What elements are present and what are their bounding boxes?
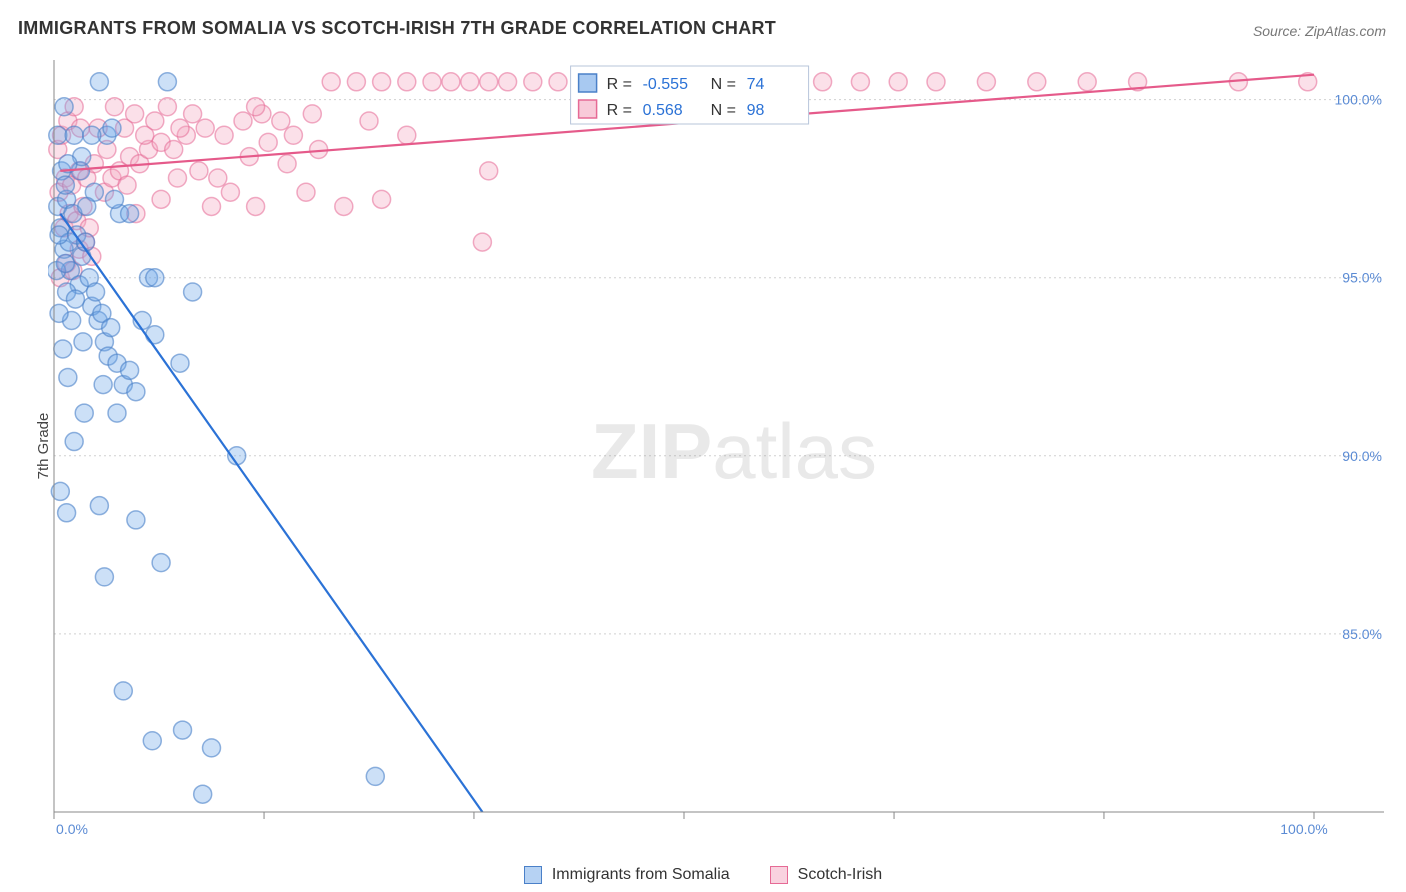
- svg-text:0.568: 0.568: [643, 102, 683, 119]
- legend: Immigrants from Somalia Scotch-Irish: [0, 866, 1406, 884]
- svg-text:100.0%: 100.0%: [1280, 821, 1327, 837]
- svg-text:0.0%: 0.0%: [56, 821, 88, 837]
- svg-text:74: 74: [747, 76, 765, 93]
- scatter-chart: 85.0% 90.0% 95.0% 100.0% ZIPatlas 0.0% 100.0% R…: [48, 58, 1394, 842]
- svg-text:95.0%: 95.0%: [1342, 270, 1382, 286]
- legend-swatch-pink: [770, 866, 788, 884]
- source-label: Source: ZipAtlas.com: [1253, 23, 1386, 39]
- legend-label-scotch-irish: Scotch-Irish: [798, 866, 882, 884]
- svg-text:R =: R =: [607, 102, 632, 119]
- svg-text:N =: N =: [711, 102, 736, 119]
- chart-title: IMMIGRANTS FROM SOMALIA VS SCOTCH-IRISH …: [18, 18, 776, 39]
- svg-text:ZIPatlas: ZIPatlas: [591, 407, 877, 495]
- svg-text:98: 98: [747, 102, 765, 119]
- svg-text:100.0%: 100.0%: [1335, 92, 1382, 108]
- svg-text:N =: N =: [711, 76, 736, 93]
- svg-text:R =: R =: [607, 76, 632, 93]
- legend-swatch-blue: [524, 866, 542, 884]
- legend-label-somalia: Immigrants from Somalia: [552, 866, 730, 884]
- svg-text:85.0%: 85.0%: [1342, 626, 1382, 642]
- svg-text:-0.555: -0.555: [643, 76, 688, 93]
- source-prefix: Source:: [1253, 23, 1305, 39]
- chart-header: IMMIGRANTS FROM SOMALIA VS SCOTCH-IRISH …: [0, 0, 1406, 47]
- legend-item-scotch-irish: Scotch-Irish: [770, 866, 882, 884]
- source-value: ZipAtlas.com: [1305, 23, 1386, 39]
- svg-text:90.0%: 90.0%: [1342, 448, 1382, 464]
- legend-item-somalia: Immigrants from Somalia: [524, 866, 730, 884]
- plot-area: 85.0% 90.0% 95.0% 100.0% ZIPatlas 0.0% 100.0% R…: [48, 58, 1394, 842]
